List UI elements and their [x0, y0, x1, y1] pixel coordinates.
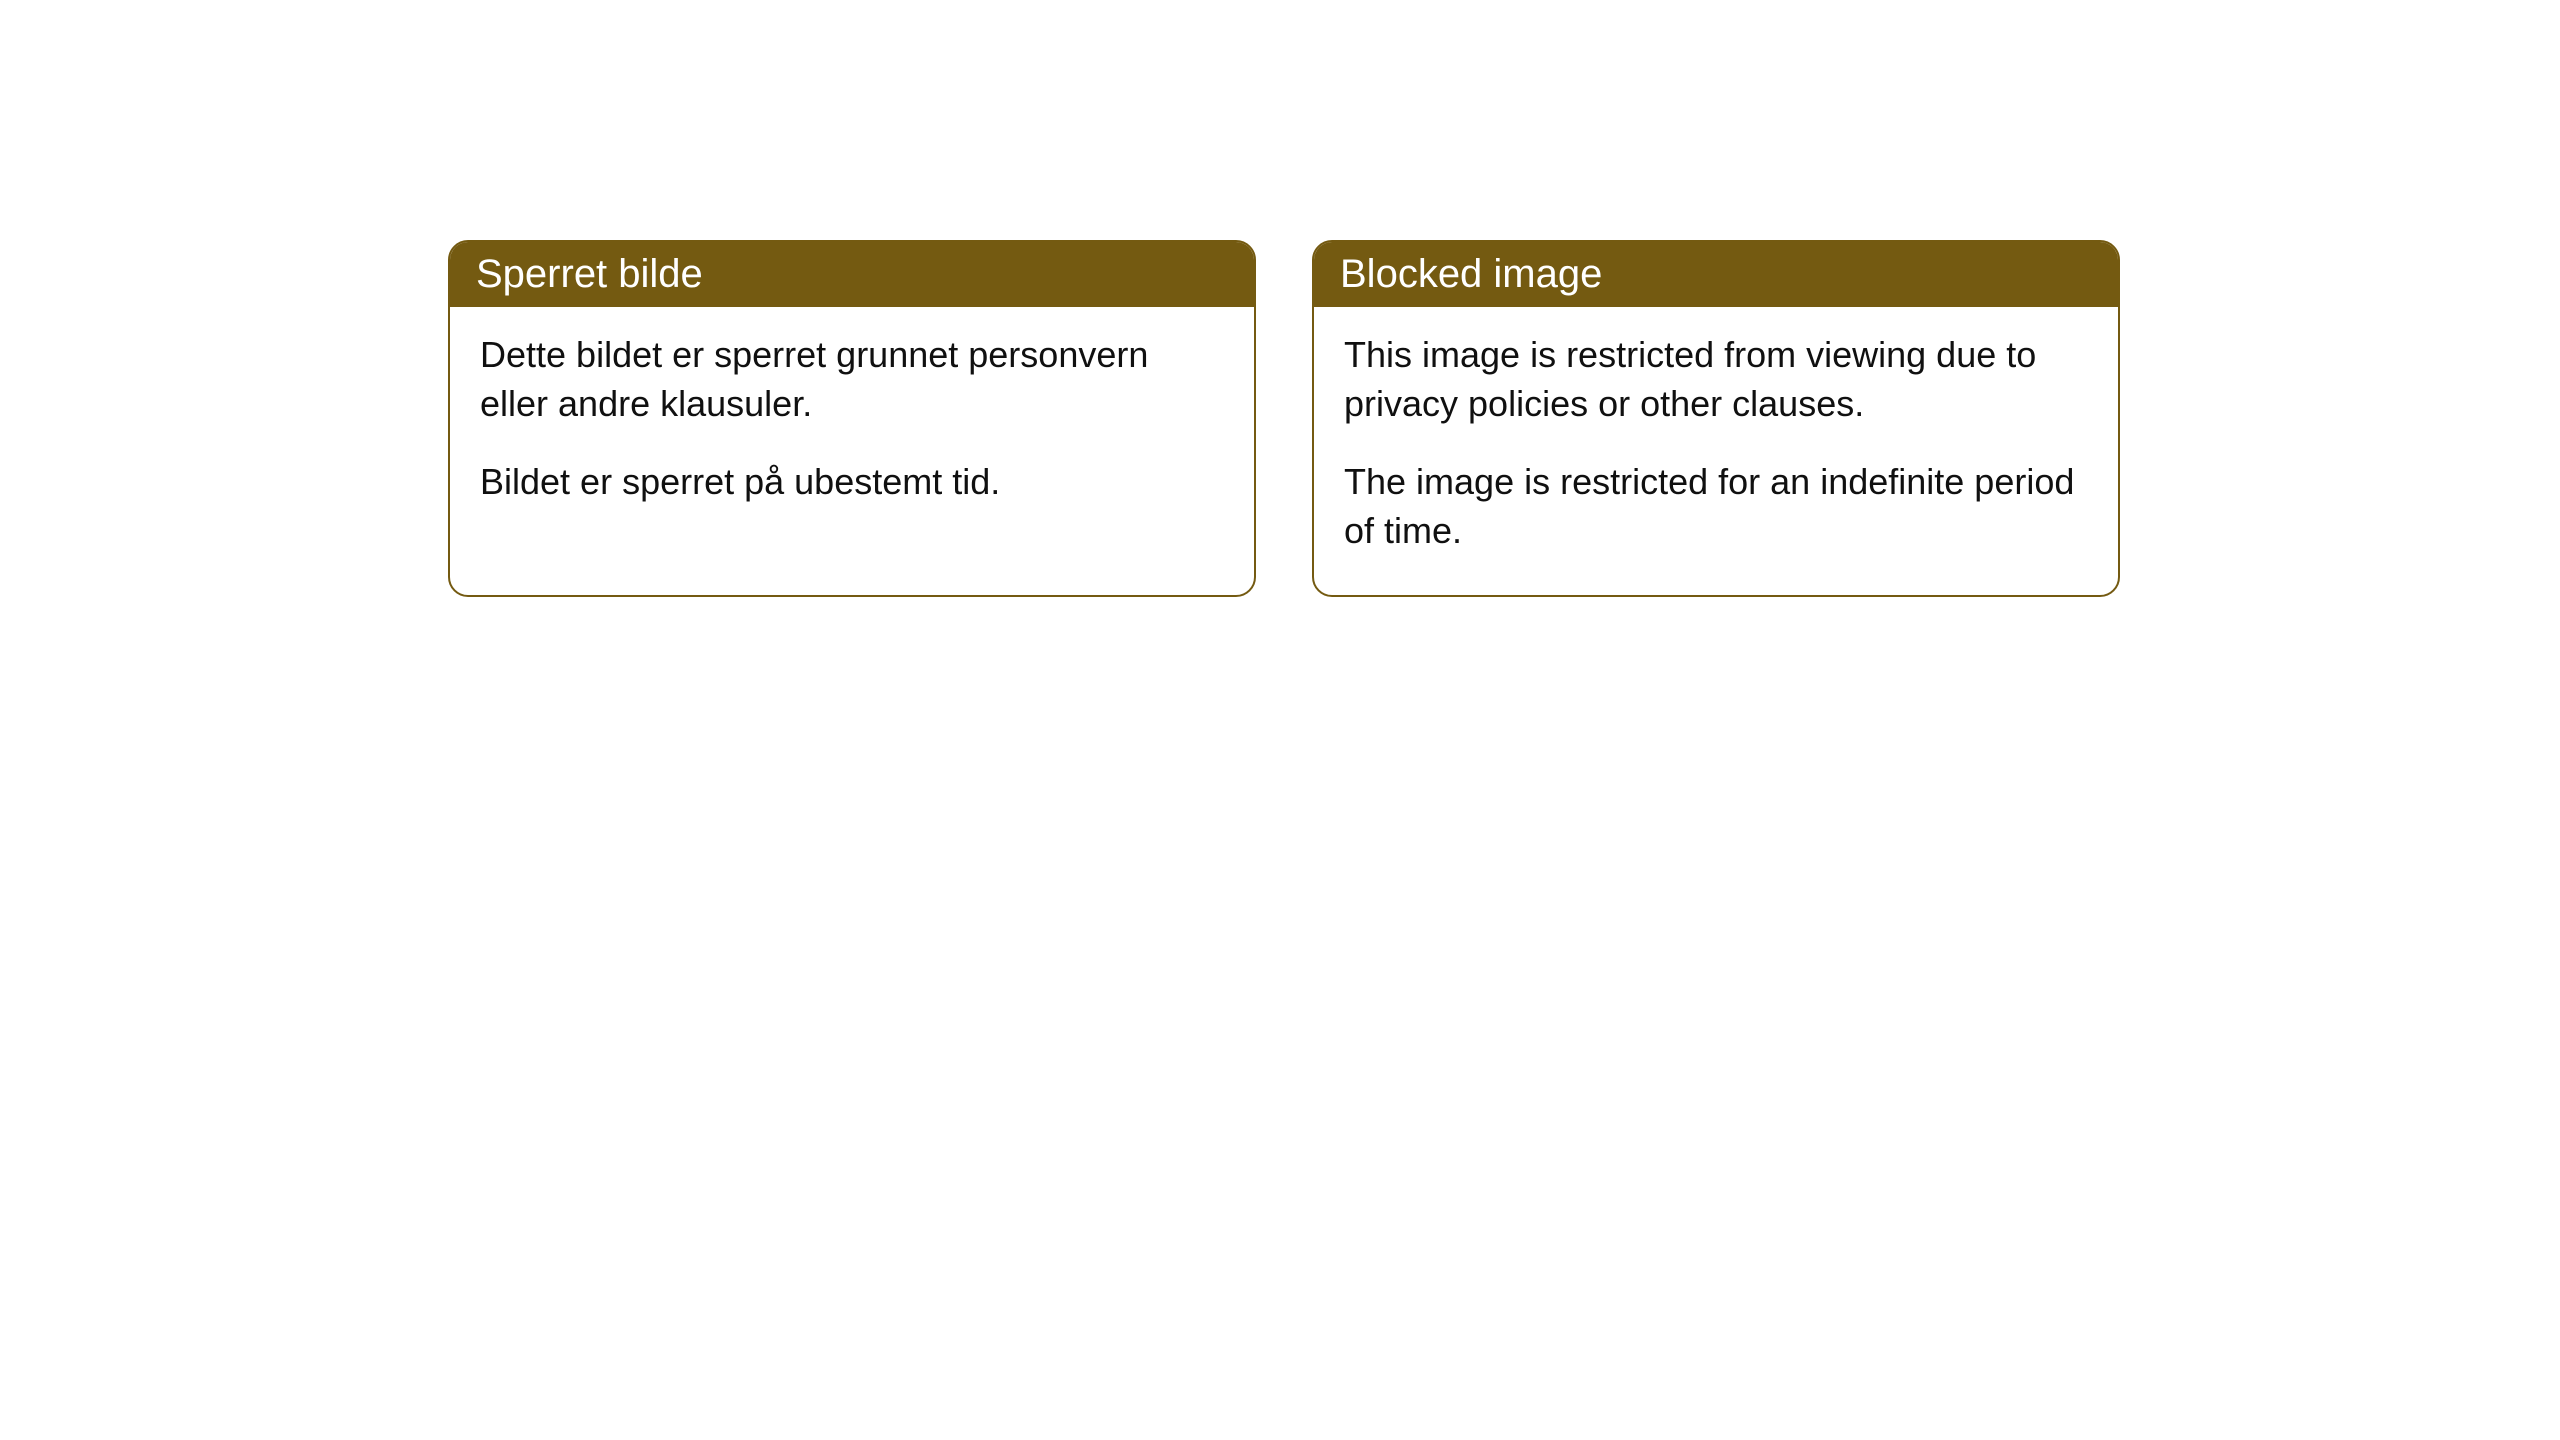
card-title-norwegian: Sperret bilde	[476, 252, 703, 296]
card-paragraph-english-1: This image is restricted from viewing du…	[1344, 331, 2088, 428]
card-paragraph-english-2: The image is restricted for an indefinit…	[1344, 458, 2088, 555]
notice-card-norwegian: Sperret bilde Dette bildet er sperret gr…	[448, 240, 1256, 597]
card-header-english: Blocked image	[1314, 242, 2118, 307]
card-paragraph-norwegian-1: Dette bildet er sperret grunnet personve…	[480, 331, 1224, 428]
card-body-norwegian: Dette bildet er sperret grunnet personve…	[450, 307, 1254, 547]
card-title-english: Blocked image	[1340, 252, 1602, 296]
notice-card-english: Blocked image This image is restricted f…	[1312, 240, 2120, 597]
card-header-norwegian: Sperret bilde	[450, 242, 1254, 307]
notice-container: Sperret bilde Dette bildet er sperret gr…	[448, 240, 2120, 597]
card-body-english: This image is restricted from viewing du…	[1314, 307, 2118, 595]
card-paragraph-norwegian-2: Bildet er sperret på ubestemt tid.	[480, 458, 1224, 507]
